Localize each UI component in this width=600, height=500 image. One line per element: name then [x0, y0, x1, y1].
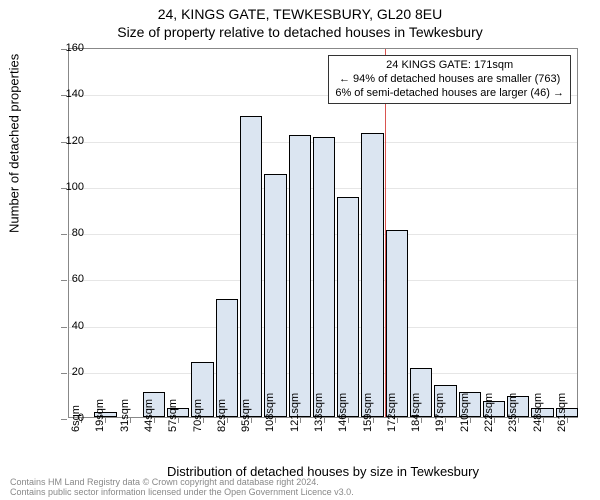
- footer-attribution: Contains HM Land Registry data © Crown c…: [10, 478, 590, 498]
- annotation-line: ← 94% of detached houses are smaller (76…: [335, 73, 564, 87]
- histogram-bar: [386, 230, 408, 417]
- page-subtitle: Size of property relative to detached ho…: [0, 24, 600, 40]
- y-tick-label: 160: [44, 42, 84, 54]
- annotation-box: 24 KINGS GATE: 171sqm← 94% of detached h…: [328, 55, 571, 104]
- chart-plot-area: 24 KINGS GATE: 171sqm← 94% of detached h…: [68, 48, 578, 418]
- y-tick-label: 80: [44, 227, 84, 239]
- annotation-line: 24 KINGS GATE: 171sqm: [335, 59, 564, 73]
- histogram-bar: [264, 174, 286, 417]
- footer-line1: Contains HM Land Registry data © Crown c…: [10, 477, 319, 487]
- histogram-bar: [361, 133, 383, 417]
- y-tick-label: 120: [44, 135, 84, 147]
- y-tick-label: 20: [44, 366, 84, 378]
- histogram-bar: [289, 135, 311, 417]
- y-tick-label: 140: [44, 88, 84, 100]
- page-title: 24, KINGS GATE, TEWKESBURY, GL20 8EU: [0, 6, 600, 22]
- annotation-line: 6% of semi-detached houses are larger (4…: [335, 87, 564, 101]
- y-axis-title: Number of detached properties: [7, 54, 22, 233]
- histogram-bar: [337, 197, 359, 417]
- footer-line2: Contains public sector information licen…: [10, 487, 354, 497]
- y-tick-label: 60: [44, 273, 84, 285]
- histogram-bar: [240, 116, 262, 417]
- y-tick-label: 40: [44, 320, 84, 332]
- y-tick-label: 100: [44, 181, 84, 193]
- histogram-bar: [313, 137, 335, 417]
